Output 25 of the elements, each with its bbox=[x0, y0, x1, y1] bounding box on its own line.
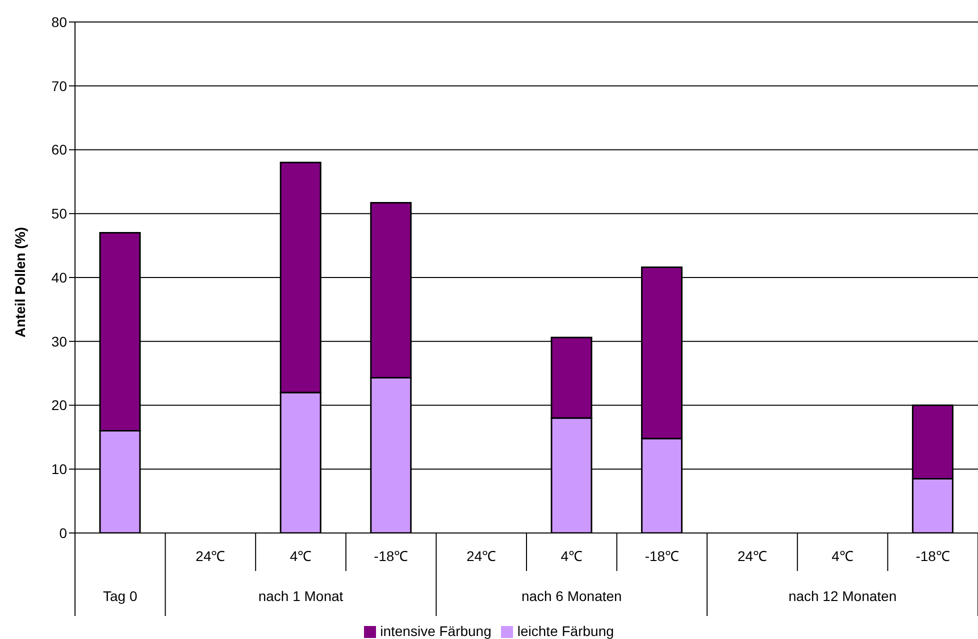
x-tick-label: 24℃ bbox=[196, 548, 226, 564]
x-tick-label: -18℃ bbox=[916, 548, 950, 564]
x-tick-label: 4℃ bbox=[832, 548, 854, 564]
text: Tag 0 bbox=[103, 588, 138, 604]
y-tick-label: 0 bbox=[59, 524, 68, 541]
x-tick-label: -18℃ bbox=[644, 548, 680, 564]
x-tick-label: 4℃ bbox=[290, 548, 312, 564]
y-axis-title: Anteil Pollen (%) bbox=[12, 227, 28, 338]
y-tick-label: 60 bbox=[51, 142, 68, 158]
y-tick-label: 50 bbox=[51, 206, 68, 222]
y-tick-label: 80 bbox=[51, 14, 68, 30]
y-tick-label: 30 bbox=[51, 333, 68, 350]
legend-label: leichte Färbung bbox=[517, 623, 614, 639]
x-tick-label: 4℃ bbox=[560, 548, 583, 564]
x-tick-label: 24℃ bbox=[737, 548, 768, 564]
text: nach 6 Monaten bbox=[521, 588, 622, 604]
y-tick-label: 20 bbox=[51, 397, 68, 414]
y-tick-label: 70 bbox=[51, 78, 68, 94]
text: nach 1 Monat bbox=[258, 588, 344, 604]
y-tick-label: 40 bbox=[51, 269, 68, 286]
x-tick-label: 24℃ bbox=[466, 548, 496, 564]
y-tick-label: 10 bbox=[51, 461, 68, 478]
text: nach 12 Monaten bbox=[788, 588, 897, 604]
legend-label: intensive Färbung bbox=[380, 623, 492, 639]
x-tick-label: -18℃ bbox=[374, 548, 408, 564]
